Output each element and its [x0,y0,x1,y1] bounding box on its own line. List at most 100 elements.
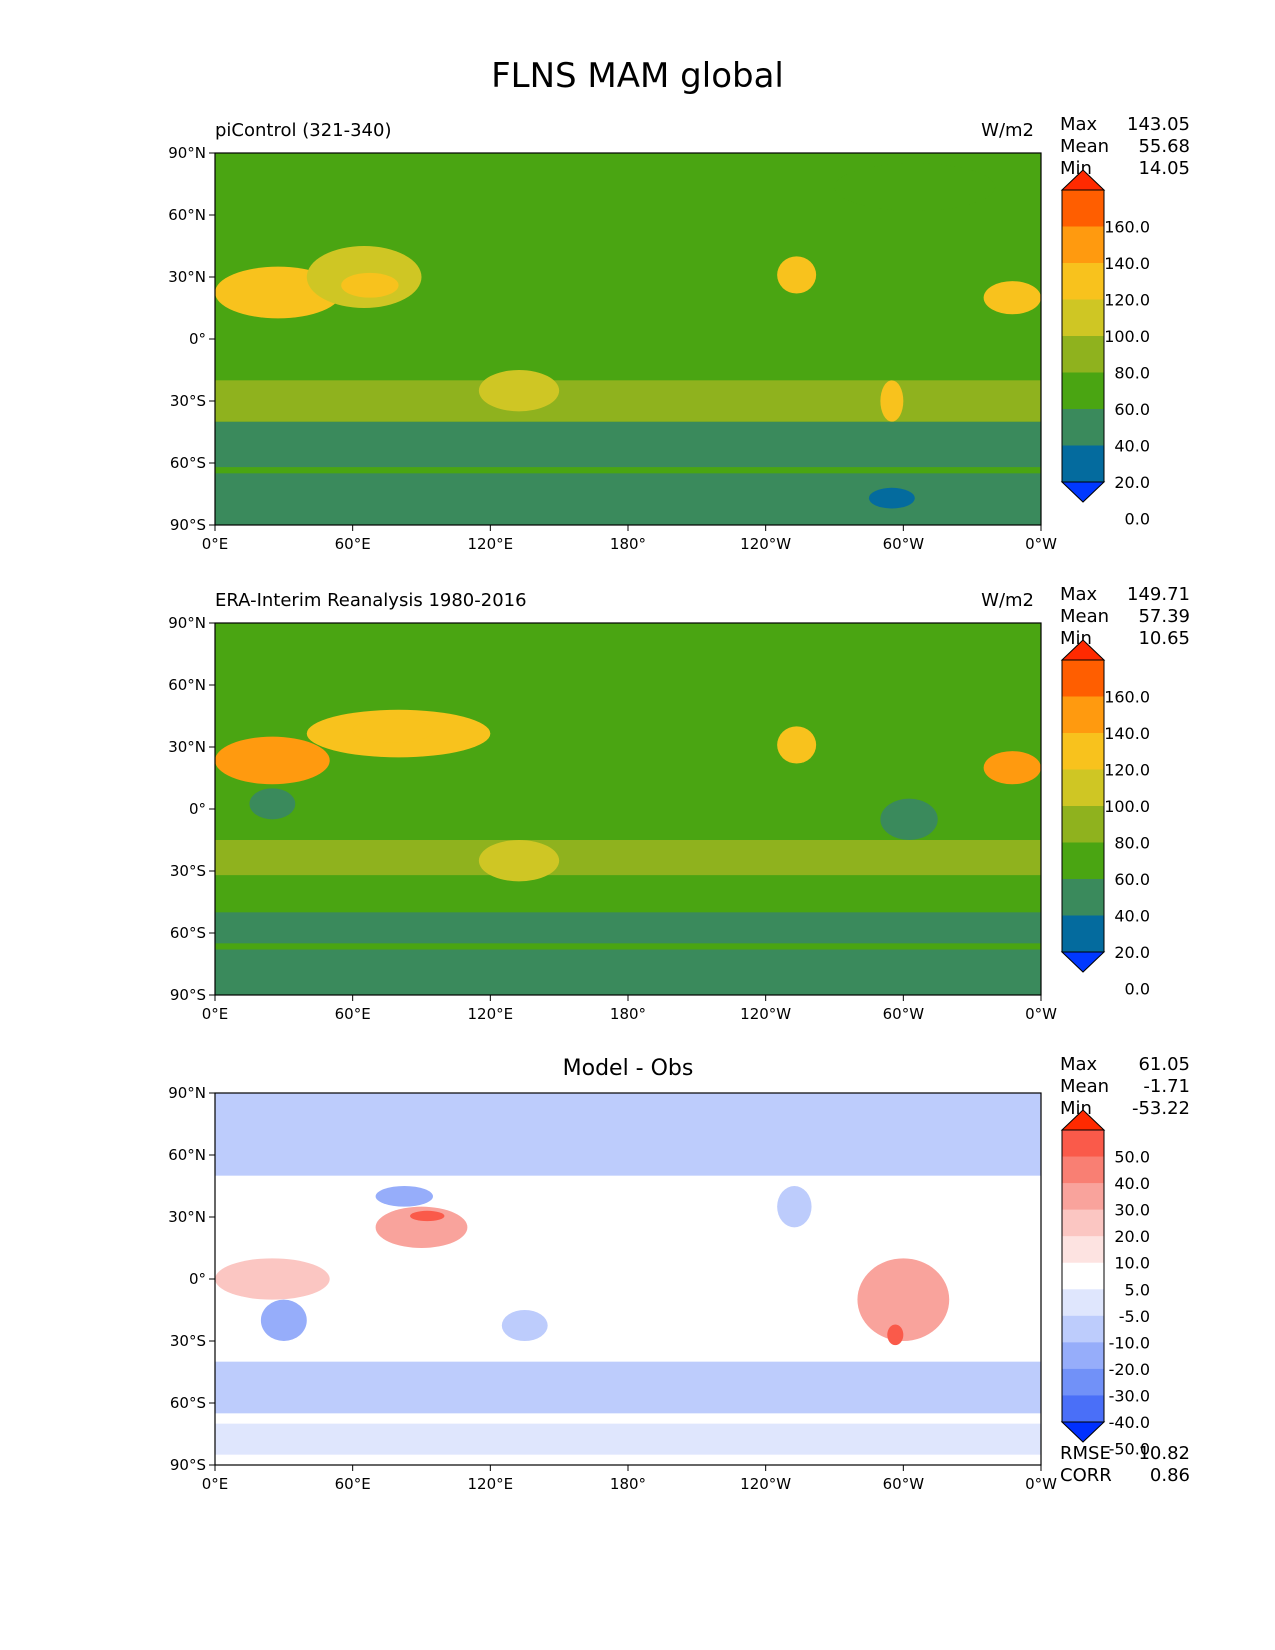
score-row: RMSE 10.82 [1060,1443,1190,1465]
x-tick-label: 60°E [335,1005,371,1023]
x-tick-label: 180° [610,1005,646,1023]
colorbar-label: -5.0 [1119,1307,1150,1326]
panel-title: piControl (321-340) [215,120,392,141]
colorbar-label: 40.0 [1114,907,1150,926]
field-region [834,163,996,211]
x-tick-label: 180° [610,1475,646,1493]
colorbar-label: 100.0 [1104,327,1150,346]
score-label: RMSE [1060,1443,1111,1464]
colorbar-label: 20.0 [1114,943,1150,962]
stat-label: Max [1060,584,1098,605]
x-tick-label: 60°E [335,1475,371,1493]
map-svg: 0°E 60°E 120°E 180° 120°W 60°W 0°W 90°N 60°N 30°N… [168,614,1150,1023]
colorbar-extend-min [1060,1421,1106,1443]
x-tick-label: 0°E [202,1475,229,1493]
x-tick-label: 60°W [883,1005,925,1023]
colorbar-label: 0.0 [1125,510,1150,529]
x-tick-label: 120°W [740,1475,791,1493]
map-svg: 0°E 60°E 120°E 180° 120°W 60°W 0°W 90°N 60°N 30°N… [168,144,1150,553]
colorbar-label: 60.0 [1114,400,1150,419]
field-region [215,1258,330,1300]
colorbar-segment [1062,1395,1104,1423]
colorbar-label: 140.0 [1104,724,1150,743]
field-region [410,1210,445,1222]
field-band [215,1361,1041,1414]
map-panel-obs: ERA-Interim Reanalysis 1980-2016 W/m2 Max 1… [0,584,1275,1060]
colorbar-segment [1062,1130,1104,1158]
colorbar-segment [1062,226,1104,264]
x-tick-label: 120°W [740,1005,791,1023]
score-row: CORR 0.86 [1060,1465,1190,1487]
map-field [215,153,1041,525]
colorbar-segment [1062,1262,1104,1290]
field-region [260,1299,307,1341]
colorbar-frame [1061,659,1105,953]
stat-label: Mean [1060,1076,1110,1097]
stat-row: Mean 57.39 [1060,606,1190,628]
field-region [777,1186,812,1228]
y-tick-label: 90°N [168,1084,206,1102]
field-region [880,798,938,840]
stat-row: Max 61.05 [1060,1054,1190,1076]
y-tick-label: 60°N [168,676,206,694]
colorbar-label: -10.0 [1109,1333,1150,1352]
stat-value: 57.39 [1138,606,1190,627]
colorbar-label: 20.0 [1114,473,1150,492]
colorbar-label: 80.0 [1114,834,1150,853]
colorbar-segment [1062,733,1104,770]
y-tick-label: 0° [189,800,206,818]
colorbar-segment [1062,263,1104,300]
field-region [777,256,817,294]
x-tick-label: 0°W [1025,1005,1057,1023]
field-region [983,751,1041,785]
y-tick-label: 60°N [168,1146,206,1164]
colorbar-frame [1061,1129,1105,1423]
stat-row: Max 149.71 [1060,584,1190,606]
y-tick-label: 90°N [168,614,206,632]
y-tick-label: 0° [189,1270,206,1288]
colorbar-label: 160.0 [1104,218,1150,237]
field-region [857,1258,950,1341]
field-band [215,380,1041,422]
x-tick-label: 120°E [468,1005,514,1023]
field-region [478,840,560,882]
colorbar-segment [1062,1183,1104,1211]
stat-row: Max 143.05 [1060,114,1190,136]
colorbar-label: 10.0 [1114,1254,1150,1273]
colorbar-label: 0.0 [1125,980,1150,999]
colorbar-segment [1062,299,1104,337]
colorbar-extend-max [1060,639,1106,661]
x-tick-label: 60°W [883,1475,925,1493]
stat-label: Max [1060,114,1098,135]
field-region [249,788,296,820]
stat-value: 10.65 [1138,628,1190,649]
stats-block: Max 143.05 Mean 55.68 Min 14.05 [1060,114,1190,180]
y-tick-label: 90°S [170,986,206,1004]
y-tick-label: 30°N [168,738,206,756]
colorbar-segment [1062,190,1104,227]
x-tick-label: 120°W [740,535,791,553]
x-tick-label: 0°W [1025,535,1057,553]
colorbar-segment [1062,1289,1104,1317]
y-tick-label: 90°N [168,144,206,162]
colorbar-segment [1062,806,1104,843]
field-band [215,912,1041,944]
stat-label: Mean [1060,136,1110,157]
x-tick-label: 180° [610,535,646,553]
y-tick-label: 60°S [170,454,206,472]
colorbar-extend-max [1060,169,1106,191]
colorbar-label: 160.0 [1104,688,1150,707]
x-tick-label: 0°E [202,535,229,553]
colorbar-segment [1062,336,1104,373]
stat-value: -1.71 [1143,1076,1190,1097]
stat-value: 61.05 [1138,1054,1190,1075]
colorbar-label: 140.0 [1104,254,1150,273]
field-region [777,726,817,764]
map-svg: 0°E 60°E 120°E 180° 120°W 60°W 0°W 90°N 60°N 30°N… [168,1084,1150,1493]
y-tick-label: 0° [189,330,206,348]
x-tick-label: 0°W [1025,1475,1057,1493]
x-tick-label: 60°W [883,535,925,553]
colorbar-label: 80.0 [1114,364,1150,383]
y-tick-label: 30°S [170,862,206,880]
map-panel-model: piControl (321-340) W/m2 Max 143.05 Mean 55.6… [0,114,1275,590]
